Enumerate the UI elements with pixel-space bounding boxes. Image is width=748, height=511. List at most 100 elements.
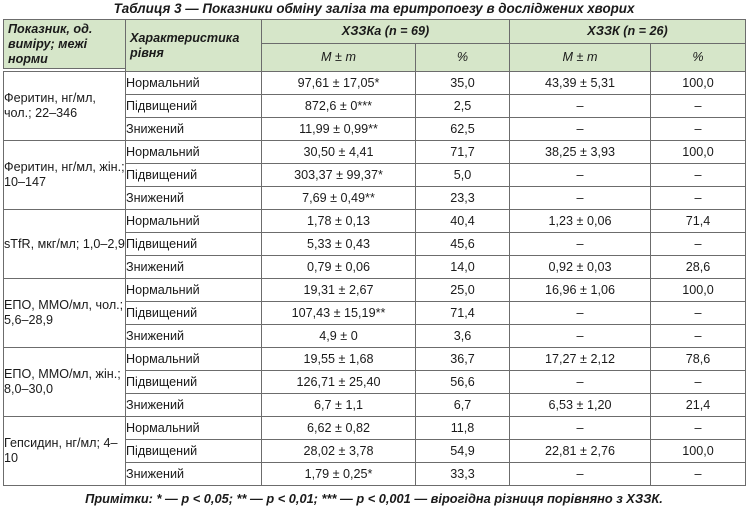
level-cell: Знижений [125,117,262,141]
indicator-cell: Феритин, нг/мл, жін.; 10–147 [3,140,126,210]
group-b-mean-cell: 0,92 ± 0,03 [509,255,651,279]
level-cell: Нормальний [125,416,262,440]
group-b-pct-cell: 100,0 [649,278,747,302]
group-b-pct-cell: – [649,186,747,210]
group-a-pct-cell: 35,0 [415,71,510,95]
level-cell: Нормальний [125,71,262,95]
group-b-mean-cell: – [509,163,651,187]
group-a-pct-cell: 23,3 [415,186,510,210]
header-pct-b: % [649,43,747,72]
table-row: ЕПО, ММО/мл, жін.; 8,0–30,0 Нормальний 19,… [3,347,747,417]
group-a-mean-cell: 19,55 ± 1,68 [261,347,416,371]
header-group-a: ХЗЗКа (n = 69) [261,19,510,44]
group-b-pct-cell: – [649,324,747,348]
group-a-mean-cell: 6,7 ± 1,1 [261,393,416,417]
level-cell: Підвищений [125,370,262,394]
group-a-mean-cell: 97,61 ± 17,05* [261,71,416,95]
group-a-mean-cell: 30,50 ± 4,41 [261,140,416,164]
table-row: Знижений 4,9 ± 0 3,6– – [4,324,747,348]
table-row: Знижений 11,99 ± 0,99** 62,5– – [4,117,747,141]
group-a-pct-cell: 62,5 [415,117,510,141]
table-row: Підвищений 872,6 ± 0*** 2,5– – [4,94,747,118]
group-b-pct-cell: 100,0 [649,71,747,95]
group-b-pct-cell: – [649,232,747,256]
level-cell: Нормальний [125,278,262,302]
table-row: Феритин, нг/мл, чол.; 22–346 Нормальний 97… [3,71,747,141]
group-a-pct-cell: 36,7 [415,347,510,371]
group-b-mean-cell: 22,81 ± 2,76 [509,439,651,463]
level-cell: Знижений [125,186,262,210]
group-b-mean-cell: – [509,462,651,486]
level-cell: Нормальний [125,140,262,164]
group-b-mean-cell: – [509,416,651,440]
group-a-mean-cell: 5,33 ± 0,43 [261,232,416,256]
group-a-pct-cell: 6,7 [415,393,510,417]
group-a-mean-cell: 11,99 ± 0,99** [261,117,416,141]
table-row: Підвищений 5,33 ± 0,43 45,6– – [4,232,747,256]
level-cell: Підвищений [125,439,262,463]
table-row: Знижений 6,7 ± 1,1 6,7 6,53 ± 1,20 21,4 [4,393,747,417]
indicator-cell: sTfR, мкг/мл; 1,0–2,9 [3,209,126,279]
table-row: Підвищений 107,43 ± 15,19** 71,4– – [4,301,747,325]
group-b-pct-cell: 28,6 [649,255,747,279]
group-b-mean-cell: 1,23 ± 0,06 [509,209,651,233]
group-b-mean-cell: – [509,186,651,210]
level-cell: Підвищений [125,232,262,256]
group-a-mean-cell: 872,6 ± 0*** [261,94,416,118]
group-b-mean-cell: 16,96 ± 1,06 [509,278,651,302]
table-header: Показник, од. виміру; межі норми Характе… [3,19,747,72]
group-a-mean-cell: 28,02 ± 3,78 [261,439,416,463]
level-cell: Знижений [125,462,262,486]
group-a-mean-cell: 19,31 ± 2,67 [261,278,416,302]
data-table: Показник, од. виміру; межі норми Характе… [3,19,747,486]
table-row: Гепсидин, нг/мл; 4–10 Нормальний 6,62 ± 0,… [3,416,747,486]
level-cell: Нормальний [125,347,262,371]
group-a-mean-cell: 1,79 ± 0,25* [261,462,416,486]
group-a-pct-cell: 14,0 [415,255,510,279]
header-mean-b: M ± m [509,43,651,72]
group-b-pct-cell: – [649,163,747,187]
group-b-pct-cell: 100,0 [649,439,747,463]
group-a-mean-cell: 303,37 ± 99,37* [261,163,416,187]
group-a-mean-cell: 6,62 ± 0,82 [261,416,416,440]
group-b-mean-cell: 38,25 ± 3,93 [509,140,651,164]
table-row: sTfR, мкг/мл; 1,0–2,9 Нормальний 1,78 ± 0,… [3,209,747,279]
group-b-pct-cell: 100,0 [649,140,747,164]
header-pct-a: % [415,43,510,72]
group-b-pct-cell: 78,6 [649,347,747,371]
table-note: Примітки: * — p < 0,05; ** — p < 0,01; *… [85,491,663,506]
group-a-pct-cell: 54,9 [415,439,510,463]
header-level: Характеристика рівня [125,19,262,72]
group-a-pct-cell: 71,4 [415,301,510,325]
level-cell: Знижений [125,393,262,417]
table-body: Феритин, нг/мл, чол.; 22–346 Нормальний 97… [3,71,747,486]
group-a-mean-cell: 126,71 ± 25,40 [261,370,416,394]
group-b-pct-cell: – [649,370,747,394]
level-cell: Підвищений [125,301,262,325]
indicator-cell: Гепсидин, нг/мл; 4–10 [3,416,126,486]
group-b-pct-cell: – [649,416,747,440]
table-row: Знижений 0,79 ± 0,06 14,0 0,92 ± 0,03 28,6 [4,255,747,279]
group-a-pct-cell: 11,8 [415,416,510,440]
group-a-pct-cell: 40,4 [415,209,510,233]
header-group-b: ХЗЗК (n = 26) [508,19,747,44]
group-a-mean-cell: 1,78 ± 0,13 [261,209,416,233]
table-row: Підвищений 126,71 ± 25,40 56,6– – [4,370,747,394]
level-cell: Знижений [125,324,262,348]
group-a-pct-cell: 45,6 [415,232,510,256]
group-a-mean-cell: 0,79 ± 0,06 [261,255,416,279]
group-a-mean-cell: 4,9 ± 0 [261,324,416,348]
header-mean-a: M ± m [261,43,416,72]
group-a-pct-cell: 71,7 [415,140,510,164]
group-a-pct-cell: 5,0 [415,163,510,187]
group-b-mean-cell: – [509,94,651,118]
level-cell: Нормальний [125,209,262,233]
group-b-mean-cell: 17,27 ± 2,12 [509,347,651,371]
header-indicator: Показник, од. виміру; межі норми [3,19,126,69]
group-a-pct-cell: 33,3 [415,462,510,486]
table-caption: Таблиця 3 — Показники обміну заліза та е… [113,1,635,16]
table-row: Знижений 7,69 ± 0,49** 23,3– – [4,186,747,210]
group-b-pct-cell: – [649,117,747,141]
group-b-pct-cell: – [649,301,747,325]
